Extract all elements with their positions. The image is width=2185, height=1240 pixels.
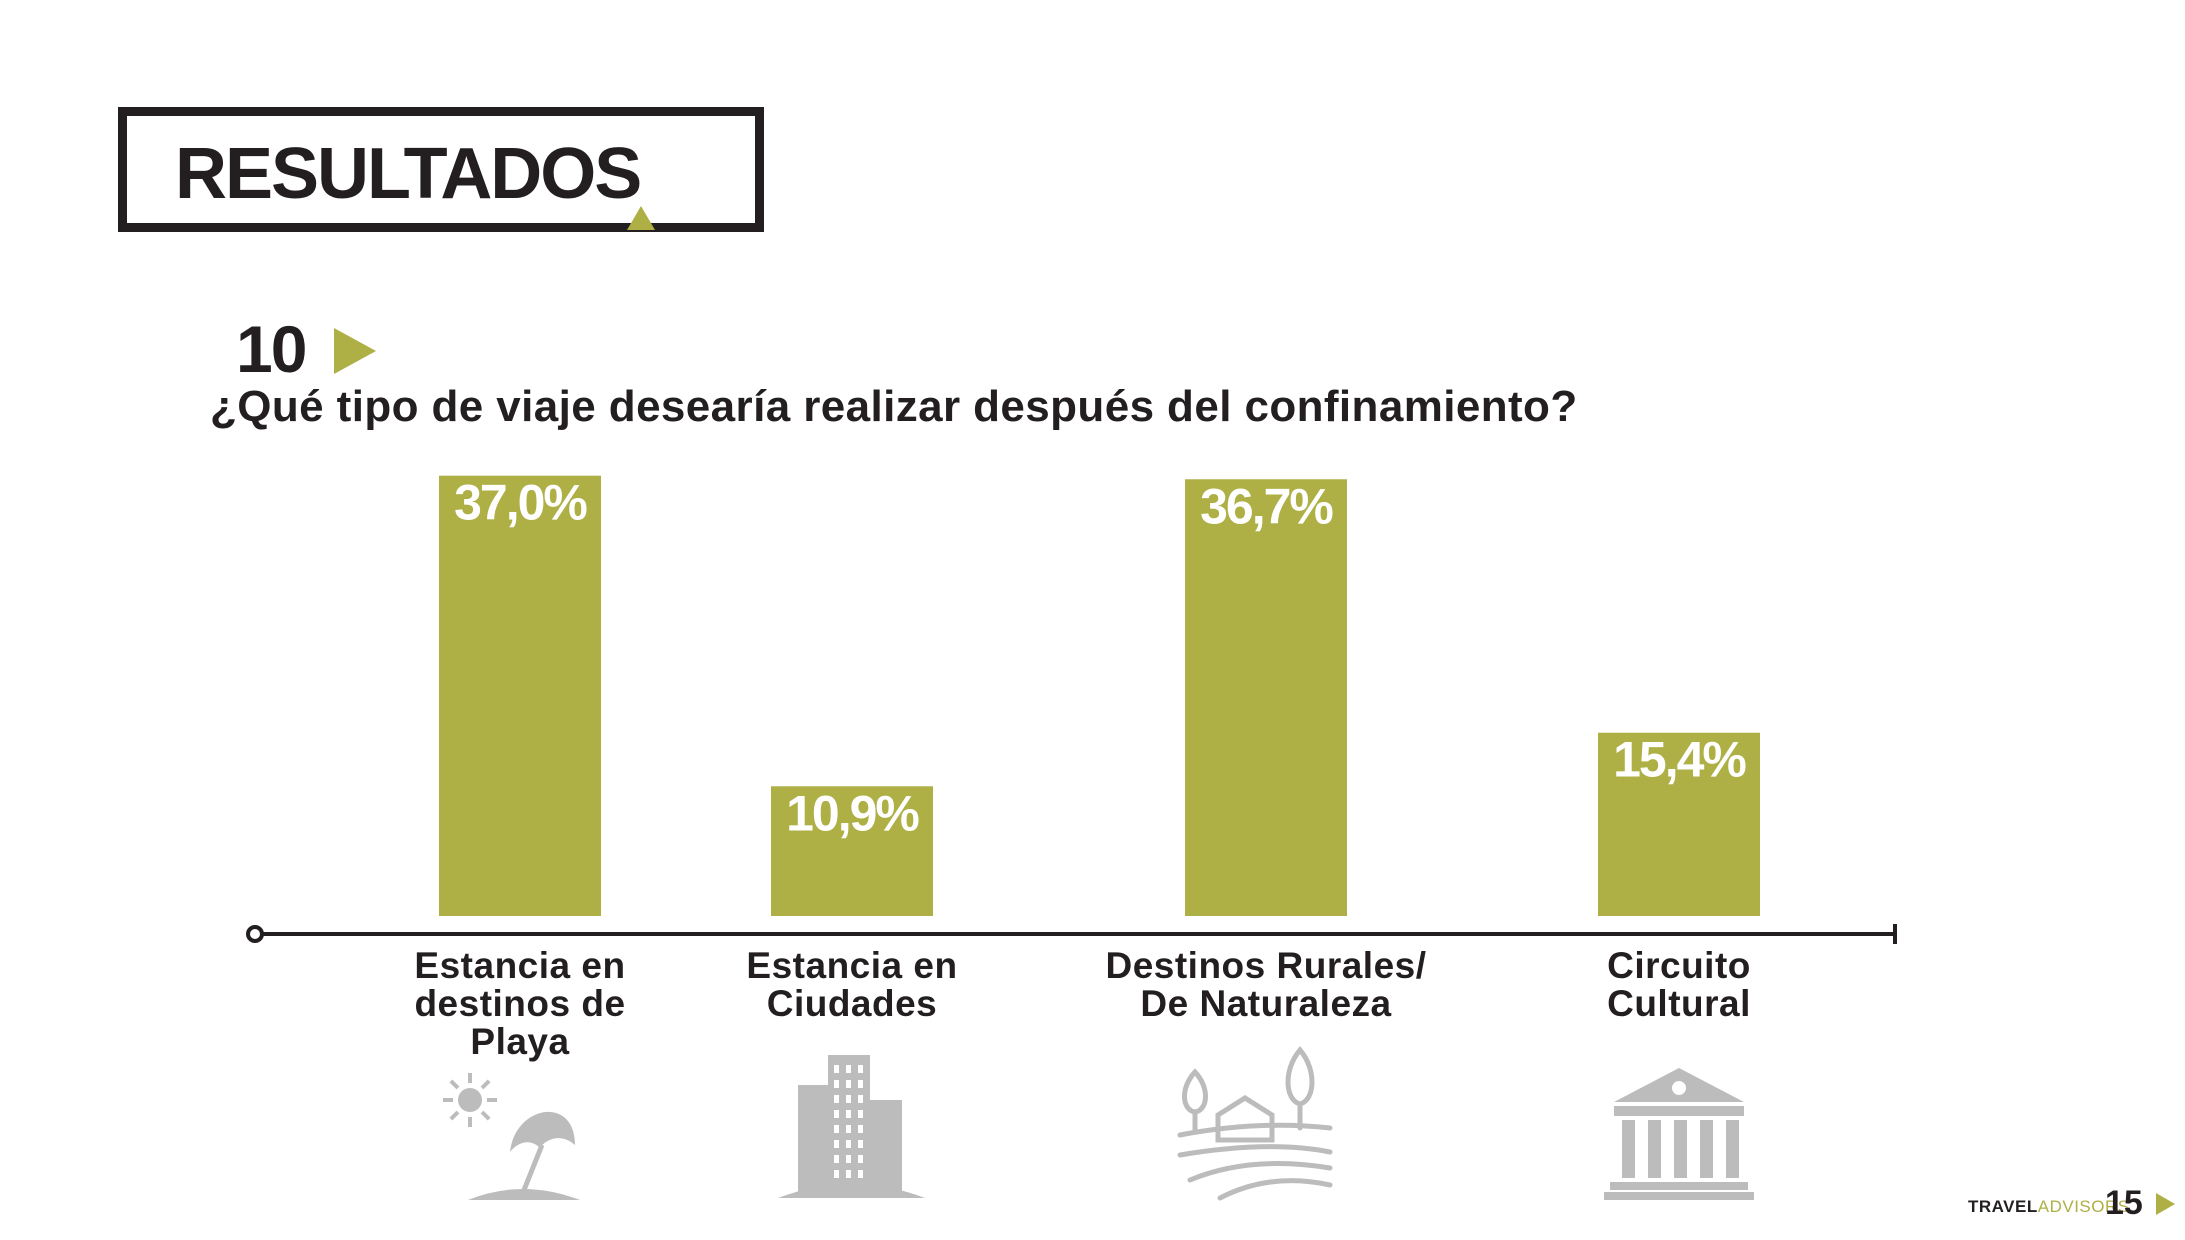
category-label: Playa — [470, 1021, 569, 1062]
bar-value-label: 36,7% — [1200, 478, 1333, 534]
category-label: Ciudades — [767, 983, 938, 1024]
bar-value-label: 37,0% — [454, 475, 587, 531]
bar — [771, 786, 933, 916]
brand-logo: TRAVELADVISORS — [1968, 1198, 2130, 1215]
city-buildings-icon — [778, 1055, 925, 1198]
category-label: Estancia en — [746, 945, 957, 986]
page-title: RESULTADOS — [175, 134, 642, 214]
play-arrow-icon — [334, 328, 376, 374]
category-label: De Naturaleza — [1140, 983, 1391, 1024]
axis-start-marker — [246, 925, 264, 943]
museum-building-icon — [1604, 1068, 1754, 1200]
beach-umbrella-icon — [443, 1073, 580, 1200]
question-text: ¿Qué tipo de viaje desearía realizar des… — [210, 382, 1578, 431]
category-label: Estancia en — [414, 945, 625, 986]
page-arrow-icon — [2156, 1193, 2175, 1215]
category-label: destinos de — [414, 983, 625, 1024]
countryside-landscape-icon — [1177, 1046, 1333, 1201]
bar — [1185, 479, 1347, 916]
bar-value-label: 15,4% — [1613, 732, 1746, 788]
question-number: 10 — [236, 312, 307, 386]
brand-name-part2: ADVISORS — [2037, 1197, 2130, 1216]
bar-value-label: 10,9% — [786, 785, 919, 841]
page-number: 15 — [2105, 1184, 2143, 1222]
category-label: Destinos Rurales/ — [1105, 945, 1426, 986]
brand-name-part1: TRAVEL — [1968, 1197, 2038, 1216]
bar — [439, 475, 601, 916]
title-triangle-icon — [627, 206, 655, 230]
category-label: Circuito — [1607, 945, 1751, 986]
category-label: Cultural — [1607, 983, 1751, 1024]
title-box: RESULTADOS — [118, 107, 764, 232]
bar — [1598, 732, 1760, 916]
